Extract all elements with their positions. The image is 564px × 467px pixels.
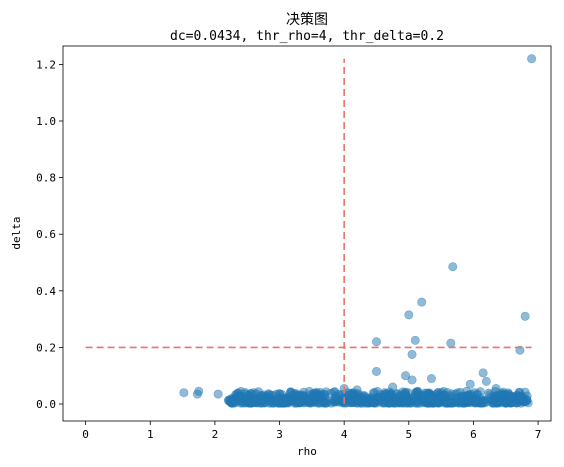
y-tick-label: 0.4: [36, 285, 56, 298]
y-tick-label: 0.2: [36, 341, 56, 354]
data-point: [228, 397, 238, 407]
data-point: [491, 383, 501, 393]
data-point: [446, 398, 456, 408]
y-axis-ticks: 0.0 0.2 0.4 0.6 0.8 1.0 1.2: [36, 58, 63, 411]
x-tick-label: 1: [147, 428, 154, 441]
data-point: [315, 387, 325, 397]
x-tick-label: 6: [470, 428, 477, 441]
data-point: [446, 338, 456, 348]
data-point: [413, 398, 423, 408]
data-point: [302, 397, 312, 407]
data-point: [465, 379, 475, 389]
data-point: [286, 388, 296, 398]
data-point: [401, 371, 411, 381]
data-point: [401, 387, 411, 397]
data-point: [371, 366, 381, 376]
data-point: [368, 397, 378, 407]
data-point: [494, 398, 504, 408]
data-point: [484, 388, 494, 398]
plot-frame: [62, 45, 552, 422]
x-tick-label: 2: [212, 428, 219, 441]
data-point: [520, 311, 530, 321]
x-tick-label: 4: [341, 428, 348, 441]
y-tick-label: 0.0: [36, 398, 56, 411]
data-point: [481, 376, 491, 386]
data-point: [467, 391, 477, 401]
data-point: [404, 310, 414, 320]
y-tick-label: 0.6: [36, 228, 56, 241]
data-point: [271, 396, 281, 406]
data-point: [426, 374, 436, 384]
data-point: [279, 398, 289, 408]
chart-title: 决策图: [286, 11, 328, 28]
data-point: [407, 349, 417, 359]
data-point: [507, 392, 517, 402]
data-point: [478, 368, 488, 378]
data-point: [388, 382, 398, 392]
data-point: [352, 385, 362, 395]
data-point: [297, 390, 307, 400]
data-point: [417, 297, 427, 307]
data-point: [179, 388, 189, 398]
data-point: [417, 390, 427, 400]
data-point: [527, 54, 537, 64]
data-point: [240, 388, 250, 398]
x-axis-label: rho: [297, 445, 317, 458]
y-tick-label: 1.0: [36, 115, 56, 128]
scatter-points: [179, 54, 537, 408]
data-point: [213, 389, 223, 399]
data-point: [192, 389, 202, 399]
y-axis-label: delta: [10, 216, 23, 249]
data-point: [401, 396, 411, 406]
data-point: [407, 375, 417, 385]
x-tick-label: 3: [276, 428, 283, 441]
y-tick-label: 0.8: [36, 172, 56, 185]
data-point: [352, 398, 362, 408]
data-point: [448, 262, 458, 272]
threshold-lines: [85, 58, 532, 405]
chart-subtitle: dc=0.0434, thr_rho=4, thr_delta=0.2: [170, 29, 444, 44]
data-point: [426, 393, 436, 403]
data-point: [256, 395, 266, 405]
x-tick-label: 7: [535, 428, 542, 441]
data-point: [433, 398, 443, 408]
x-tick-label: 0: [82, 428, 89, 441]
data-point: [479, 396, 489, 406]
y-tick-label: 1.2: [36, 58, 56, 71]
data-point: [330, 391, 340, 401]
data-point: [371, 337, 381, 347]
data-point: [304, 386, 314, 396]
data-point: [439, 390, 449, 400]
x-axis-ticks: 0 1 2 3 4 5 6 7: [82, 421, 541, 441]
data-point: [320, 398, 330, 408]
plot-area: [63, 46, 551, 421]
data-point: [519, 397, 529, 407]
data-point: [410, 335, 420, 345]
x-tick-label: 5: [405, 428, 412, 441]
